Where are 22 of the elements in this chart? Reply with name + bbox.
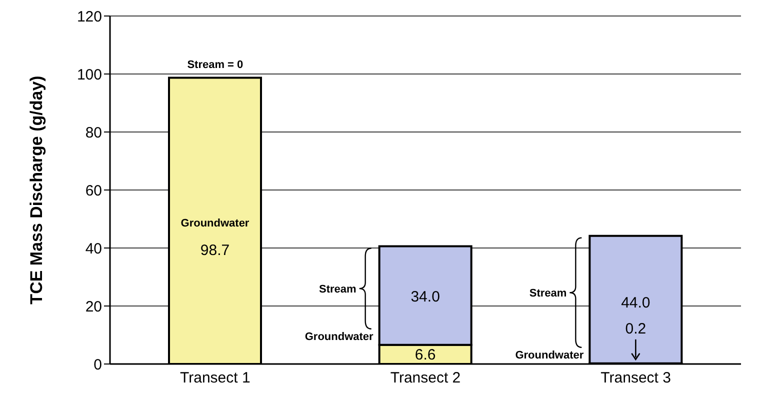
x-tick-label: Transect 2 xyxy=(390,370,461,387)
text: Groundwater xyxy=(515,349,584,362)
text: Stream xyxy=(529,288,567,300)
series-label: Groundwater xyxy=(304,330,374,343)
y-tick-label: 0 xyxy=(94,356,102,374)
data-label: 0.2 xyxy=(625,320,646,338)
y-tick-label: 120 xyxy=(76,8,102,26)
x-tick-label: Transect 3 xyxy=(600,370,671,387)
data-label: 6.6 xyxy=(414,346,436,364)
text: Groundwater xyxy=(180,218,250,230)
text: Stream xyxy=(319,284,357,296)
data-label: 44.0 xyxy=(621,294,650,312)
y-tick-label: 40 xyxy=(85,240,102,258)
y-tick-label: 100 xyxy=(76,66,102,84)
x-tick-label: Transect 1 xyxy=(180,370,250,387)
data-label: 98.7 xyxy=(200,242,230,260)
y-tick-label: 80 xyxy=(85,124,102,142)
annotation: Stream = 0 xyxy=(187,58,244,71)
y-tick-label: 20 xyxy=(85,298,102,316)
y-tick-label: 60 xyxy=(85,182,102,200)
data-label: 34.0 xyxy=(410,288,440,306)
y-axis-title: TCE Mass Discharge (g/day) xyxy=(27,76,46,304)
